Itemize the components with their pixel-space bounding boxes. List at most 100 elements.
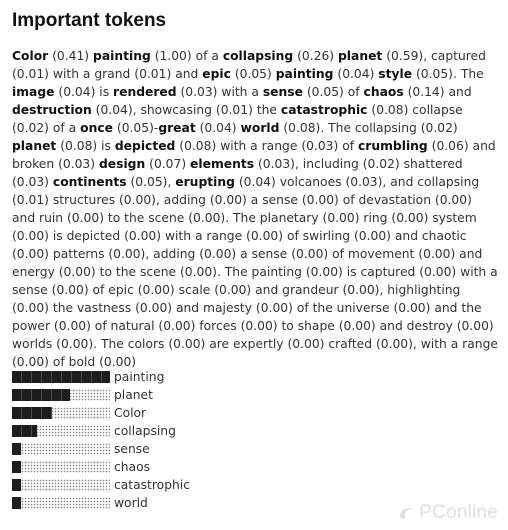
token-score: (0.04), [95,103,137,117]
bar-label: sense [114,442,150,456]
bar-row: catastrophic [12,476,190,494]
important-tokens-panel: Important tokens Color (0.41) painting (… [12,8,498,510]
token-score: (0.05), [130,175,172,189]
token-score: (0.02) [420,121,458,135]
token-score: (0.03) [12,175,49,189]
importance-bar [12,371,110,383]
bar-row: Color [12,404,190,422]
bar-row: chaos [12,458,190,476]
token-word: The [460,67,484,81]
bar-label: world [114,496,148,510]
token-word: of [342,139,355,153]
importance-bar-fill [12,407,53,419]
bar-label: painting [114,370,165,384]
token-word: collapse [412,103,463,117]
token-word: with a range [220,139,298,153]
token-word: volcanoes (0.03), and collapsing (0.01) … [12,175,498,369]
token-word: elements [190,157,255,171]
token-score: (0.26) [297,49,335,63]
token-word: of a [195,49,219,63]
bar-row: collapsing [12,422,190,440]
bar-row: world [12,494,190,512]
token-score: (0.05). [416,67,457,81]
importance-bar [12,425,110,437]
importance-bar-fill [12,425,38,437]
importance-bar [12,389,110,401]
token-word: shattered [403,157,463,171]
importance-bar [12,407,110,419]
token-score: (0.08) [371,103,409,117]
bar-label: planet [114,388,153,402]
token-word: image [12,85,55,99]
token-attribution-text: Color (0.41) painting (1.00) of a collap… [12,47,498,371]
token-word: painting [93,49,151,63]
token-score: (0.41) [52,49,90,63]
token-word: and broken [12,139,496,171]
importance-bar [12,497,110,509]
pconline-watermark: PConline [397,502,498,524]
token-word: of a [52,121,77,135]
token-score: (0.01) [215,103,253,117]
token-score: (0.02) [12,121,49,135]
token-word: destruction [12,103,92,117]
token-score: (0.14) [407,85,445,99]
token-score: (0.08) [60,139,98,153]
token-word: sense [262,85,303,99]
token-word: with a [221,85,259,99]
token-score: (0.01) [134,67,172,81]
token-score: (0.03) [58,157,96,171]
importance-bar [12,461,110,473]
token-word: continents [52,175,127,189]
token-word: is [101,139,111,153]
token-word: catastrophic [280,103,368,117]
token-word: with a grand [52,67,131,81]
token-word: once [80,121,113,135]
importance-bar-fill [12,461,21,473]
watermark-text: PConline [419,502,498,523]
bar-label: catastrophic [114,478,190,492]
token-word: The collapsing [328,121,417,135]
token-score: (0.08) [179,139,217,153]
token-word: is [99,85,110,99]
token-score: (0.06) [431,139,469,153]
token-score: (0.05) [306,85,344,99]
token-word: the [256,103,277,117]
token-word: erupting [175,175,235,189]
importance-bar-fill [12,389,70,401]
token-word: including [302,157,359,171]
importance-bar-fill [12,479,21,491]
importance-bar-fill [12,497,21,509]
importance-bar [12,479,110,491]
token-score: (0.03), [257,157,299,171]
token-score: (0.03) [180,85,218,99]
token-word: rendered [113,85,177,99]
token-score: (0.05)- [116,121,159,135]
token-word: Color [12,49,49,63]
token-score: (0.59), [386,49,428,63]
token-score: (0.04) [58,85,96,99]
token-score: (0.05) [234,67,272,81]
token-score: (0.04) [238,175,276,189]
bar-row: painting [12,368,190,386]
importance-bar [12,443,110,455]
token-word: of [347,85,360,99]
bar-label: chaos [114,460,151,474]
pconline-logo-icon [400,508,415,519]
token-word: style [378,67,413,81]
panel-title: Important tokens [12,10,167,31]
token-score: (0.08). [283,121,325,135]
importance-bar-fill [12,443,21,455]
token-score: (0.07) [149,157,187,171]
token-score: (0.01) [12,67,49,81]
bar-label: Color [114,406,147,420]
token-word: captured [431,49,486,63]
token-word: great [158,121,196,135]
token-word: and [448,85,472,99]
bar-row: sense [12,440,190,458]
token-score: (0.04) [199,121,237,135]
token-word: depicted [114,139,176,153]
token-word: and [175,67,199,81]
token-word: design [98,157,146,171]
bar-row: planet [12,386,190,404]
token-word: chaos [363,85,404,99]
